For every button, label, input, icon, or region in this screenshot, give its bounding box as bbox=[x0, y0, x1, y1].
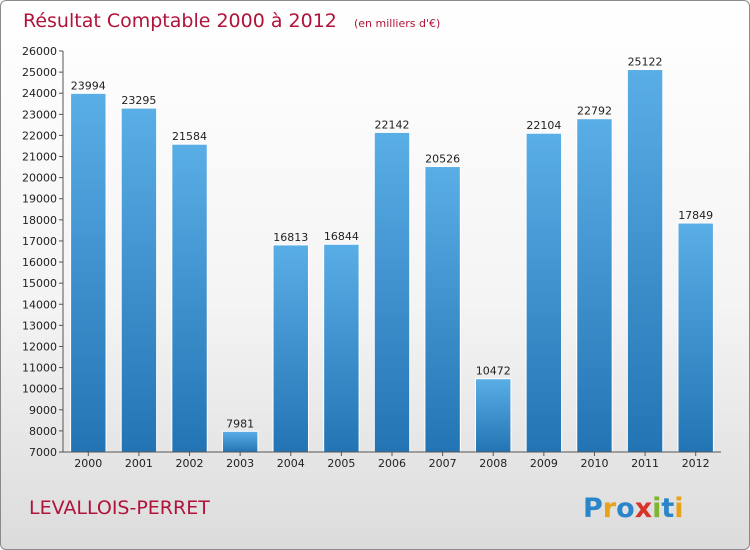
bars: 23994 23295 21584 7981 16813 16844 22142 20526 1… bbox=[70, 56, 714, 453]
x-tick-label-2003: 2003 bbox=[226, 457, 254, 470]
bar-2009 bbox=[525, 132, 563, 453]
chart-title-unit: (en milliers d'€) bbox=[354, 17, 440, 30]
bar-2001 bbox=[120, 107, 158, 453]
bar-2011 bbox=[626, 69, 664, 453]
y-tick-label: 14000 bbox=[22, 298, 57, 311]
bar-value-label-2005: 16844 bbox=[324, 230, 359, 243]
y-tick-label: 16000 bbox=[22, 256, 57, 269]
bar-value-label-2004: 16813 bbox=[273, 231, 308, 244]
brand-letter: o bbox=[616, 493, 635, 524]
x-tick-label-2011: 2011 bbox=[631, 457, 659, 470]
bar-2004 bbox=[272, 244, 309, 453]
chart-title: Résultat Comptable 2000 à 2012 (en milli… bbox=[23, 10, 440, 32]
bar-value-label-2009: 22104 bbox=[526, 119, 561, 132]
y-tick-label: 23000 bbox=[22, 108, 57, 121]
x-tick-label-2001: 2001 bbox=[125, 457, 153, 470]
bar-2005 bbox=[323, 243, 360, 453]
y-tick-label: 7000 bbox=[29, 446, 57, 459]
y-tick-label: 12000 bbox=[22, 340, 57, 353]
x-axis: 2000 2001 2002 2003 2004 2005 2006 2007 2008 2009… bbox=[63, 451, 721, 470]
y-tick-label: 9000 bbox=[29, 404, 57, 417]
x-tick-label-2002: 2002 bbox=[176, 457, 204, 470]
bar-value-label-2006: 22142 bbox=[375, 118, 410, 131]
brand-letter: P bbox=[583, 493, 603, 524]
brand-letter: t bbox=[661, 493, 674, 524]
x-tick-label-2007: 2007 bbox=[429, 457, 457, 470]
y-tick-label: 26000 bbox=[22, 45, 57, 58]
bar-value-label-2007: 20526 bbox=[425, 153, 460, 166]
bar-2006 bbox=[373, 131, 411, 453]
bar-2002 bbox=[171, 143, 208, 453]
x-tick-label-2009: 2009 bbox=[530, 457, 558, 470]
brand-logo: Proxiti bbox=[583, 493, 684, 524]
bar-2007 bbox=[424, 166, 461, 453]
brand-letter: r bbox=[603, 493, 617, 524]
brand-letter: x bbox=[635, 493, 652, 524]
y-tick-label: 21000 bbox=[22, 151, 57, 164]
y-axis: 7000 8000 9000 10000 11000 12000 13000 14000 150… bbox=[22, 45, 64, 459]
bar-2000 bbox=[70, 92, 107, 453]
y-tick-label: 13000 bbox=[22, 319, 57, 332]
x-tick-label-2008: 2008 bbox=[479, 457, 507, 470]
city-name: LEVALLOIS-PERRET bbox=[29, 497, 210, 519]
bar-value-label-2000: 23994 bbox=[71, 79, 106, 92]
y-tick-label: 20000 bbox=[22, 172, 57, 185]
bar-2012 bbox=[677, 222, 714, 453]
bar-2010 bbox=[576, 118, 613, 453]
y-tick-label: 24000 bbox=[22, 87, 57, 100]
brand-letter: i bbox=[652, 493, 661, 524]
y-tick-label: 10000 bbox=[22, 383, 57, 396]
bar-value-label-2001: 23295 bbox=[121, 94, 156, 107]
y-tick-label: 11000 bbox=[22, 362, 57, 375]
y-tick-label: 25000 bbox=[22, 66, 57, 79]
bar-2008 bbox=[475, 378, 512, 453]
chart-title-main: Résultat Comptable 2000 à 2012 bbox=[23, 10, 337, 32]
x-tick-label-2004: 2004 bbox=[277, 457, 305, 470]
x-tick-label-2006: 2006 bbox=[378, 457, 406, 470]
y-tick-label: 22000 bbox=[22, 129, 57, 142]
x-tick-label-2000: 2000 bbox=[74, 457, 102, 470]
bar-value-label-2012: 17849 bbox=[678, 209, 713, 222]
x-tick-label-2005: 2005 bbox=[327, 457, 355, 470]
bar-value-label-2003: 7981 bbox=[226, 417, 254, 430]
y-tick-label: 8000 bbox=[29, 425, 57, 438]
brand-letter: i bbox=[674, 493, 683, 524]
y-tick-label: 15000 bbox=[22, 277, 57, 290]
y-tick-label: 19000 bbox=[22, 193, 57, 206]
bar-value-label-2008: 10472 bbox=[476, 365, 511, 378]
bar-value-label-2002: 21584 bbox=[172, 130, 207, 143]
x-tick-label-2010: 2010 bbox=[580, 457, 608, 470]
x-tick-label-2012: 2012 bbox=[682, 457, 710, 470]
bar-value-label-2011: 25122 bbox=[628, 56, 663, 69]
bar-2003 bbox=[221, 430, 259, 453]
y-tick-label: 18000 bbox=[22, 214, 57, 227]
bar-value-label-2010: 22792 bbox=[577, 105, 612, 118]
y-tick-label: 17000 bbox=[22, 235, 57, 248]
